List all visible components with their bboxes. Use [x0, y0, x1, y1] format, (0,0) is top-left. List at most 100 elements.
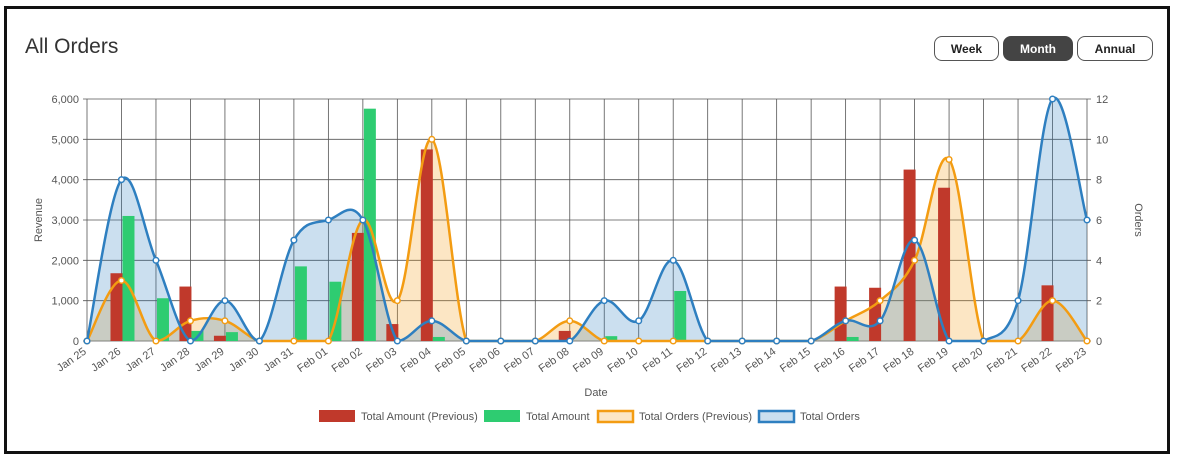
data-point: [566, 337, 574, 345]
data-point: [911, 236, 919, 244]
x-tick-label: Feb 21: [985, 346, 1020, 375]
data-point: [773, 337, 781, 345]
x-tick-label: Jan 30: [227, 346, 261, 375]
x-tick-label: Feb 22: [1019, 346, 1054, 375]
x-tick-label: Jan 25: [55, 346, 89, 375]
data-point: [1083, 337, 1091, 345]
bar: [869, 287, 882, 341]
bar: [110, 273, 123, 341]
x-tick-label: Feb 10: [606, 346, 641, 375]
data-point: [428, 317, 436, 325]
y2-tick-label: 4: [1096, 255, 1102, 267]
x-tick-label: Feb 18: [881, 346, 916, 375]
data-point: [1014, 297, 1022, 305]
data-point: [980, 337, 988, 345]
x-tick-label: Feb 11: [641, 346, 675, 375]
bar: [351, 232, 364, 341]
x-tick-label: Feb 09: [571, 346, 606, 375]
data-point: [1048, 297, 1057, 305]
x-tick-label: Jan 26: [89, 346, 123, 375]
data-point: [807, 337, 815, 345]
data-point: [290, 236, 298, 244]
x-tick-label: Feb 23: [1054, 346, 1089, 375]
x-tick-label: Feb 13: [709, 346, 744, 375]
bar: [1041, 285, 1054, 341]
data-point: [186, 337, 194, 345]
data-point: [531, 337, 539, 345]
x-tick-label: Feb 02: [330, 346, 365, 375]
y2-tick-label: 8: [1096, 175, 1102, 187]
x-tick-label: Jan 28: [158, 346, 192, 375]
x-tick-label: Feb 06: [468, 346, 503, 375]
bar: [605, 336, 618, 341]
y2-tick-label: 10: [1096, 134, 1108, 146]
x-tick-label: Jan 31: [262, 346, 296, 375]
bar: [938, 187, 951, 341]
bar: [225, 332, 238, 341]
data-point: [117, 176, 126, 184]
legend-label: Total Amount (Previous): [361, 411, 478, 423]
y-tick-label: 2,000: [51, 255, 79, 267]
data-point: [600, 297, 608, 305]
data-point: [635, 337, 643, 345]
x-tick-label: Feb 03: [364, 346, 399, 375]
x-tick-label: Feb 15: [778, 346, 813, 375]
data-point: [876, 317, 884, 325]
legend-swatch: [484, 410, 520, 422]
data-point: [324, 216, 332, 224]
y2-tick-label: 0: [1096, 336, 1102, 348]
bar: [179, 286, 192, 341]
y2-tick-label: 6: [1096, 215, 1102, 227]
x-axis-title: Date: [584, 387, 607, 399]
legend-label: Total Amount: [526, 411, 590, 423]
chart-card: All Orders Week Month Annual: [4, 6, 1170, 454]
y2-tick-label: 2: [1096, 296, 1102, 308]
month-button[interactable]: Month: [1003, 36, 1073, 61]
bar: [122, 215, 135, 341]
y-tick-label: 4,000: [51, 175, 79, 187]
bar: [294, 266, 307, 341]
data-point: [945, 155, 953, 164]
data-point: [393, 337, 401, 345]
bar: [432, 336, 445, 341]
legend-swatch: [757, 409, 796, 424]
bar: [846, 336, 859, 341]
bar: [674, 290, 687, 341]
x-tick-label: Feb 14: [743, 346, 778, 375]
x-tick-label: Feb 16: [812, 346, 847, 375]
legend-label: Total Orders: [800, 411, 860, 423]
bar: [329, 281, 342, 341]
x-tick-label: Feb 01: [295, 346, 330, 375]
data-point: [359, 216, 367, 224]
y-tick-label: 6,000: [51, 94, 79, 106]
bar: [420, 149, 433, 341]
y-tick-label: 0: [73, 336, 79, 348]
x-tick-label: Feb 19: [916, 346, 951, 375]
bar: [213, 335, 226, 341]
data-point: [738, 337, 746, 345]
data-point: [221, 317, 229, 325]
bar: [834, 286, 847, 341]
data-point: [600, 337, 608, 345]
data-point: [1048, 95, 1057, 103]
y-tick-label: 3,000: [51, 215, 79, 227]
data-point: [1083, 216, 1091, 224]
data-point: [83, 337, 91, 345]
week-button[interactable]: Week: [934, 36, 999, 61]
legend-swatch: [319, 410, 355, 422]
series-line: [85, 96, 1089, 343]
y-tick-label: 1,000: [51, 296, 79, 308]
annual-button[interactable]: Annual: [1077, 36, 1153, 61]
bar: [903, 169, 916, 341]
y2-tick-label: 12: [1096, 94, 1108, 106]
data-point: [152, 256, 160, 264]
x-tick-label: Feb 17: [847, 346, 882, 375]
data-point: [186, 317, 194, 325]
data-point: [428, 135, 436, 143]
x-tick-label: Feb 05: [433, 346, 468, 375]
data-point: [635, 317, 643, 325]
series-area: [87, 97, 1087, 342]
x-tick-label: Feb 12: [674, 346, 709, 375]
x-tick-label: Jan 29: [193, 346, 227, 375]
data-point: [393, 297, 401, 305]
